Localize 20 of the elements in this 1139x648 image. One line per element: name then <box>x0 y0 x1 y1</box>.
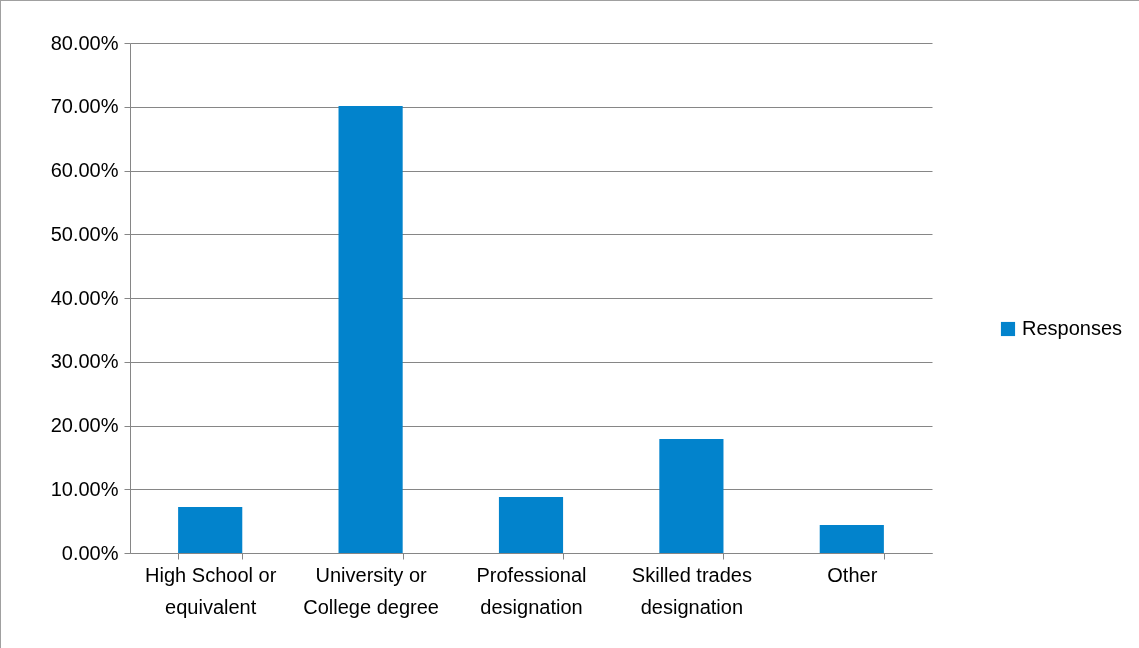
bar <box>819 524 884 553</box>
x-tick-label: High School or equivalent <box>145 563 277 618</box>
y-tick-label: 70.00% <box>50 95 119 118</box>
x-tick-label: University or College degree <box>303 563 439 618</box>
bar <box>178 507 243 553</box>
y-tick-label: 20.00% <box>50 414 119 436</box>
bar <box>659 438 724 553</box>
y-tick-label: 60.00% <box>50 159 119 181</box>
x-tick-label: Professional designation <box>476 563 587 618</box>
bar <box>498 496 564 553</box>
y-tick-label: 80.00% <box>50 31 119 54</box>
legend-label: Responses <box>1022 317 1123 339</box>
x-tick-label: Other <box>827 563 878 586</box>
y-tick-label: 10.00% <box>50 477 119 500</box>
x-tick-label: Skilled trades designation <box>631 563 752 618</box>
bar <box>338 106 403 553</box>
y-tick-label: 30.00% <box>50 350 119 373</box>
y-tick-label: 40.00% <box>50 286 119 309</box>
y-tick-label: 0.00% <box>61 541 119 564</box>
y-tick-label: 50.00% <box>50 222 119 245</box>
